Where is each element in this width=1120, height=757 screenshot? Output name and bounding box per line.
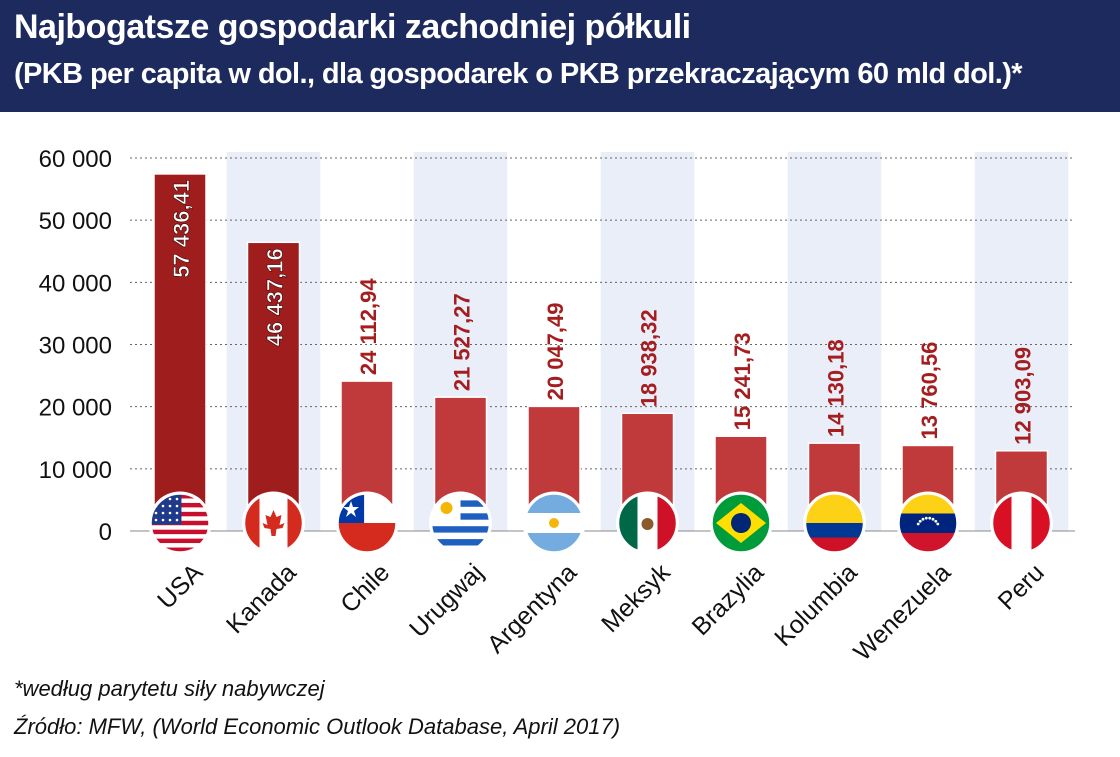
value-label: 15 241,73 [730,332,755,430]
colombia-flag-icon [803,491,866,555]
bar-chart: 0 10 000 20 000 30 000 40 000 50 000 60 000 57… [39,146,1075,666]
usa-flag-icon [148,491,212,555]
footnote: *według parytetu siły nabywczej [14,676,325,701]
y-tick-label: 0 [99,519,112,546]
argentina-flag-icon [522,491,586,555]
x-tick-label: Kanada [221,558,302,639]
value-label: 12 903,09 [1011,347,1036,445]
chart-title: Najbogatsze gospodarki zachodniej półkul… [14,8,691,46]
y-tick-label: 20 000 [39,395,112,422]
x-tick-label: Wenezuela [848,558,956,666]
x-tick-label: USA [152,558,208,614]
value-label: 21 527,27 [450,293,475,391]
x-tick-label: Argentyna [482,558,582,658]
venezuela-flag-icon [896,491,960,555]
brazil-flag-icon [709,491,773,555]
value-label: 13 760,56 [917,342,942,440]
y-tick-label: 30 000 [39,333,112,360]
value-label: 20 047,49 [543,302,568,400]
peru-flag-icon [990,491,1053,555]
chart-header: Najbogatsze gospodarki zachodniej półkul… [0,0,1120,112]
x-tick-label: Meksyk [596,558,676,638]
uruguay-flag-icon [429,491,492,555]
value-label: 57 436,41 [169,180,194,278]
canada-flag-icon [242,491,305,555]
y-tick-label: 10 000 [39,457,112,484]
mexico-flag-icon [616,491,679,555]
y-tick-label: 40 000 [39,270,112,297]
value-label: 18 938,32 [637,309,662,407]
source-note: Źródło: MFW, (World Economic Outlook Dat… [14,714,621,739]
x-tick-label: Chile [335,558,395,618]
y-tick-label: 60 000 [39,146,112,173]
x-tick-label: Kolumbia [769,558,863,652]
value-label: 14 130,18 [824,339,849,437]
x-tick-label: Brazylia [687,558,770,641]
chart-subtitle: (PKB per capita w dol., dla gospodarek o… [14,58,1023,90]
y-tick-label: 50 000 [39,208,112,235]
x-tick-label: Urugwaj [404,558,489,643]
x-tick-label: Peru [993,558,1050,615]
value-label: 46 437,16 [263,248,288,346]
value-label: 24 112,94 [356,278,381,375]
chile-flag-icon [335,491,399,555]
